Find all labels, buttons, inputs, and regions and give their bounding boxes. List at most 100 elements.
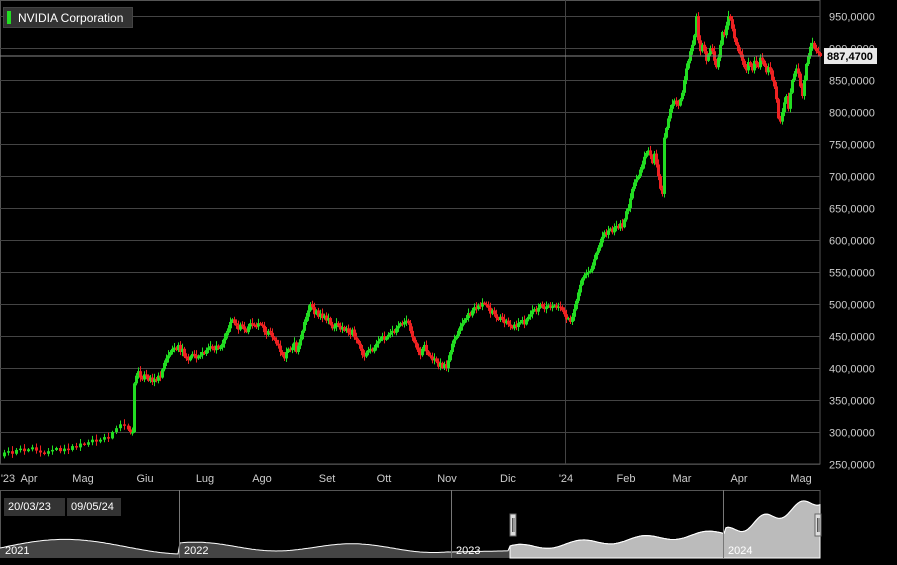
current-price-value: 887,4700 — [827, 51, 873, 63]
candle-body — [449, 352, 452, 361]
candle-body — [237, 325, 240, 330]
candle-body — [341, 327, 344, 330]
y-tick-label: 850,0000 — [829, 76, 875, 88]
range-start-label[interactable]: 20/03/23 — [4, 498, 65, 516]
candle-body — [765, 65, 768, 73]
candle-body — [155, 378, 158, 381]
candle-body — [751, 65, 754, 71]
candle-body — [277, 343, 280, 346]
candle-body — [169, 352, 172, 356]
navigator-year-label: 2023 — [456, 545, 480, 557]
x-tick-label: Nov — [437, 473, 457, 485]
candle-body — [799, 73, 802, 87]
candle-body — [209, 346, 212, 348]
candle-body — [493, 310, 496, 315]
candle-body — [179, 344, 182, 352]
candle-body — [589, 270, 592, 273]
candle-body — [795, 68, 798, 74]
legend[interactable]: NVIDIA Corporation — [3, 7, 133, 28]
candle-body — [775, 86, 778, 100]
candle-body — [91, 439, 94, 443]
candle-body — [467, 312, 470, 319]
candle-body — [129, 429, 132, 432]
candle-body — [349, 332, 352, 335]
candle-body — [503, 319, 506, 324]
candle-body — [15, 449, 18, 454]
candle-body — [581, 278, 584, 285]
candle-body — [221, 343, 224, 348]
candle-body — [371, 348, 374, 352]
candle-body — [227, 328, 230, 333]
candle-body — [381, 336, 384, 339]
candle-body — [603, 232, 606, 237]
candle-body — [787, 96, 790, 109]
candle-body — [367, 350, 370, 353]
candle-body — [641, 164, 644, 170]
candle-body — [635, 179, 638, 183]
candle-body — [591, 265, 594, 271]
candle-body — [739, 51, 742, 55]
candle-body — [721, 32, 724, 45]
candle-body — [455, 336, 458, 340]
candle-body — [283, 355, 286, 359]
candle-body — [763, 60, 766, 66]
candle-body — [631, 188, 634, 199]
candle-body — [143, 374, 146, 380]
y-tick-label: 650,0000 — [829, 204, 875, 216]
candle-body — [157, 375, 160, 381]
candle-body — [657, 164, 660, 176]
candle-body — [271, 332, 274, 338]
candle-body — [415, 342, 418, 348]
candle-body — [159, 375, 162, 378]
candle-body — [607, 230, 610, 235]
candle-body — [585, 273, 588, 276]
candle-body — [301, 330, 304, 340]
candle-body — [281, 352, 284, 356]
candle-body — [731, 19, 734, 29]
candle-body — [407, 320, 410, 324]
candle-body — [807, 55, 810, 64]
y-tick-label: 400,0000 — [829, 364, 875, 376]
candle-body — [661, 188, 664, 194]
candle-body — [343, 327, 346, 331]
candle-body — [251, 323, 254, 325]
candle-body — [189, 356, 192, 361]
candle-body — [99, 439, 102, 442]
candle-body — [605, 232, 608, 235]
candle-body — [433, 358, 436, 361]
candle-body — [103, 437, 106, 440]
candle-body — [307, 310, 310, 317]
candle-body — [717, 57, 720, 68]
candle-body — [779, 118, 782, 122]
candle-body — [463, 320, 466, 324]
candle-body — [611, 228, 614, 233]
candle-body — [595, 252, 598, 260]
candle-body — [319, 313, 322, 317]
candle-body — [675, 100, 678, 105]
candle-body — [195, 355, 198, 359]
candle-body — [695, 16, 698, 36]
candle-body — [803, 80, 806, 96]
candle-body — [423, 344, 426, 349]
candle-body — [347, 328, 350, 333]
candle-body — [531, 310, 534, 315]
range-end-label[interactable]: 09/05/24 — [67, 498, 121, 516]
candle-body — [545, 306, 548, 310]
legend-swatch — [7, 11, 11, 24]
candle-body — [623, 219, 626, 228]
candle-body — [521, 320, 524, 322]
x-tick-label: '23 — [1, 473, 15, 485]
candle-body — [637, 176, 640, 180]
candle-body — [459, 326, 462, 331]
candle-body — [639, 169, 642, 176]
y-tick-label: 600,0000 — [829, 236, 875, 248]
candle-body — [259, 323, 262, 325]
candle-body — [79, 443, 82, 448]
candle-body — [133, 383, 136, 432]
candle-body — [487, 305, 490, 308]
candle-body — [625, 211, 628, 220]
candle-body — [403, 321, 406, 325]
candle-body — [355, 337, 358, 340]
candle-body — [809, 46, 812, 56]
